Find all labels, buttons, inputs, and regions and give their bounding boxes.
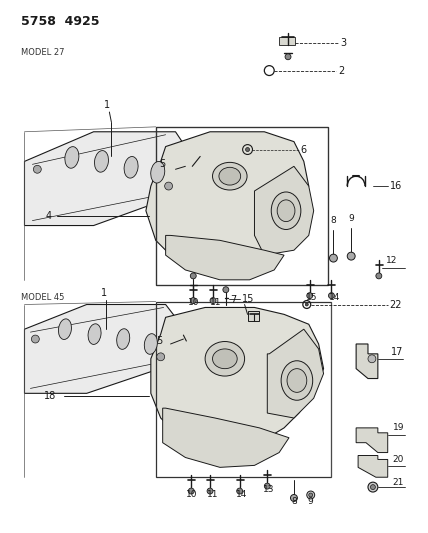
Text: 13: 13 [263, 484, 275, 494]
Text: 5: 5 [156, 336, 163, 346]
Circle shape [329, 293, 334, 298]
Text: 3: 3 [340, 38, 346, 48]
Polygon shape [24, 304, 175, 393]
Bar [156, 302, 331, 477]
Text: 5: 5 [159, 159, 166, 169]
Text: 16: 16 [389, 181, 402, 191]
Ellipse shape [124, 157, 138, 178]
Circle shape [330, 254, 337, 262]
Circle shape [190, 273, 196, 279]
Text: 8: 8 [330, 216, 336, 225]
Text: 9: 9 [348, 214, 354, 223]
Ellipse shape [88, 324, 101, 344]
Text: 11: 11 [210, 298, 222, 307]
Text: 15: 15 [242, 294, 254, 304]
Circle shape [246, 148, 250, 151]
Polygon shape [356, 428, 388, 453]
Polygon shape [358, 456, 388, 477]
Circle shape [305, 303, 308, 306]
Circle shape [347, 252, 355, 260]
Bar [247, 311, 259, 321]
Circle shape [237, 488, 243, 494]
Bar [156, 127, 329, 285]
Ellipse shape [65, 147, 79, 168]
Circle shape [31, 335, 39, 343]
Text: 22: 22 [389, 300, 402, 310]
Polygon shape [268, 329, 324, 418]
Circle shape [207, 488, 213, 494]
Ellipse shape [213, 163, 247, 190]
Circle shape [371, 484, 375, 490]
Text: 10: 10 [186, 489, 198, 498]
Text: 10: 10 [188, 298, 200, 307]
Ellipse shape [144, 334, 158, 354]
Polygon shape [356, 344, 378, 378]
Ellipse shape [277, 200, 295, 222]
Bar [279, 37, 295, 45]
Text: 14: 14 [236, 489, 247, 498]
Circle shape [368, 355, 376, 363]
Text: 14: 14 [329, 293, 340, 302]
Text: 1: 1 [101, 288, 107, 297]
Text: 15: 15 [306, 293, 317, 302]
Circle shape [188, 488, 194, 494]
Circle shape [307, 491, 315, 499]
Circle shape [223, 287, 229, 293]
Polygon shape [163, 408, 289, 467]
Text: 7: 7 [230, 295, 237, 304]
Text: 5758  4925: 5758 4925 [21, 15, 99, 28]
Circle shape [309, 493, 313, 497]
Text: 12: 12 [386, 256, 397, 264]
Polygon shape [151, 308, 324, 448]
Text: 6: 6 [301, 144, 307, 155]
Circle shape [165, 182, 172, 190]
Circle shape [265, 483, 270, 489]
Circle shape [33, 165, 41, 173]
Polygon shape [166, 236, 284, 280]
Ellipse shape [95, 151, 108, 172]
Text: 18: 18 [44, 391, 56, 401]
Text: 21: 21 [392, 478, 404, 487]
Text: 20: 20 [392, 455, 404, 464]
Ellipse shape [205, 342, 244, 376]
Circle shape [157, 353, 165, 361]
Circle shape [376, 273, 382, 279]
Ellipse shape [151, 161, 165, 183]
Ellipse shape [281, 361, 313, 400]
Circle shape [368, 482, 378, 492]
Text: 9: 9 [308, 497, 314, 506]
Circle shape [190, 297, 196, 303]
Bar [156, 127, 329, 285]
Ellipse shape [271, 192, 301, 230]
Polygon shape [24, 132, 185, 225]
Text: 4: 4 [45, 211, 51, 221]
Text: 8: 8 [291, 497, 297, 506]
Text: 2: 2 [339, 66, 345, 76]
Ellipse shape [219, 167, 241, 185]
Circle shape [285, 54, 291, 60]
Text: MODEL 45: MODEL 45 [21, 293, 64, 302]
Circle shape [307, 293, 313, 298]
Polygon shape [255, 166, 314, 255]
Circle shape [210, 297, 216, 303]
Ellipse shape [213, 349, 237, 369]
Text: MODEL 27: MODEL 27 [21, 49, 64, 58]
Ellipse shape [287, 369, 307, 392]
Text: 1: 1 [104, 100, 110, 110]
Polygon shape [146, 132, 309, 265]
Text: 11: 11 [207, 489, 219, 498]
Circle shape [291, 495, 297, 502]
Ellipse shape [117, 329, 130, 349]
Text: 17: 17 [391, 347, 403, 357]
Text: 19: 19 [392, 423, 404, 432]
Ellipse shape [59, 319, 71, 340]
